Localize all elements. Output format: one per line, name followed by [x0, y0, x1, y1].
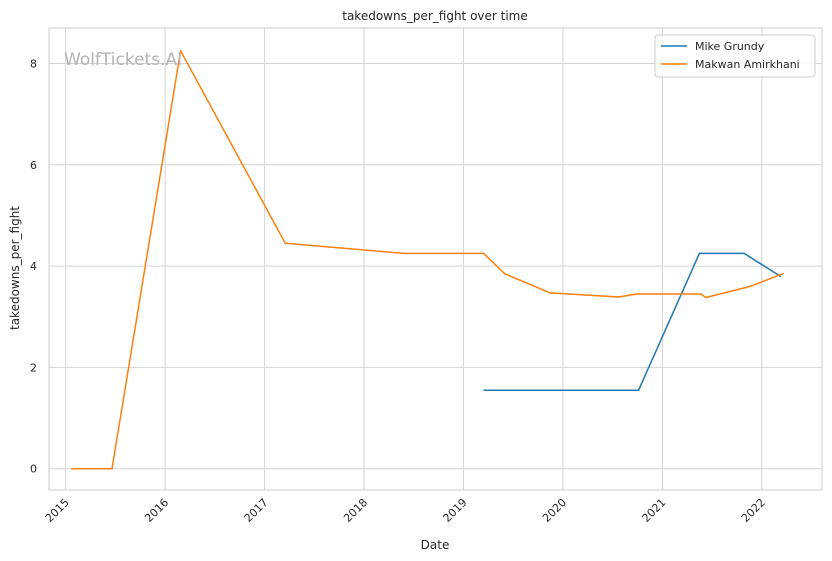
y-tick-label: 4 [30, 260, 37, 273]
data-point [179, 49, 182, 52]
series-line-2 [71, 50, 784, 470]
data-point [503, 272, 506, 275]
y-tick-label: 6 [30, 159, 37, 172]
y-axis-ticks: 0 2 4 6 8 [30, 57, 37, 475]
data-point [71, 467, 73, 470]
data-point [284, 242, 287, 245]
y-axis-label: takedowns_per_fight [8, 206, 22, 330]
data-point [111, 467, 113, 470]
chart-title: takedowns_per_fight over time [342, 9, 528, 23]
data-point [549, 292, 552, 294]
data-point [749, 285, 752, 288]
data-point [699, 293, 702, 295]
series-layer [71, 49, 784, 470]
data-point [402, 252, 405, 255]
legend: Mike Grundy Makwan Amirkhani [654, 34, 816, 78]
data-point [637, 389, 640, 392]
data-point [779, 275, 782, 278]
data-point [618, 296, 620, 298]
legend-label: Mike Grundy [695, 40, 765, 53]
plot-area-frame [48, 27, 823, 491]
y-tick-label: 2 [30, 361, 37, 374]
data-point [705, 296, 707, 299]
watermark-text: WolfTickets.AI [64, 50, 182, 70]
data-point [635, 293, 638, 295]
legend-box [654, 34, 816, 78]
legend-label: Makwan Amirkhani [695, 58, 800, 71]
data-point [781, 272, 784, 275]
y-tick-label: 8 [30, 57, 37, 70]
y-tick-label: 0 [30, 463, 37, 476]
data-point [483, 389, 485, 392]
data-point [743, 252, 745, 255]
data-point [698, 252, 701, 255]
data-point [482, 252, 485, 255]
x-axis-label: Date [421, 538, 450, 552]
